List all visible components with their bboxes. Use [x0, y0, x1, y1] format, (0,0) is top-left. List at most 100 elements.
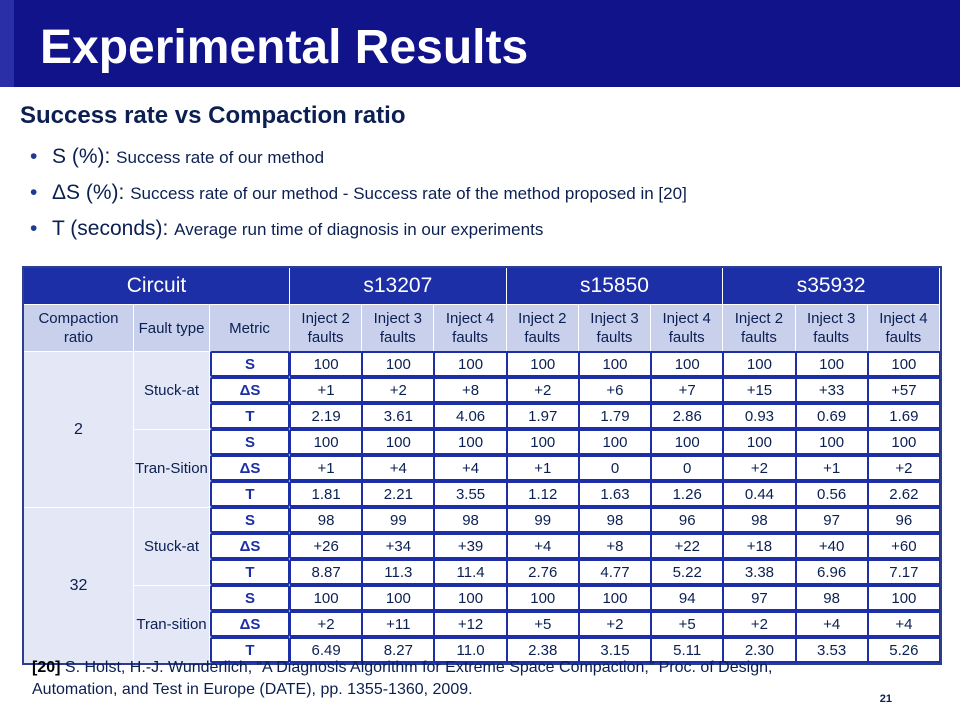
value-cell: 3.15 — [578, 637, 652, 663]
value-cell: 0.93 — [723, 403, 796, 429]
bullet-desc: Success rate of our method - Success rat… — [130, 184, 687, 203]
metric-cell: ΔS — [210, 611, 290, 637]
value-cell: +11 — [362, 611, 435, 637]
header-compaction-ratio: Compaction ratio — [24, 304, 134, 351]
value-cell: 4.06 — [434, 403, 507, 429]
bullet-term: T (seconds): — [52, 217, 175, 240]
metric-cell: ΔS — [210, 377, 290, 403]
table-row: ΔS +1 +4 +4 +1 0 0 +2 +1 +2 — [24, 455, 940, 481]
value-cell: 100 — [506, 351, 579, 377]
header-row-columns: Compaction ratio Fault type Metric Injec… — [24, 304, 940, 351]
value-cell: 2.19 — [290, 403, 363, 429]
value-cell: 98 — [578, 507, 652, 533]
table-row: T 8.87 11.3 11.4 2.76 4.77 5.22 3.38 6.96 7.17 — [24, 559, 940, 585]
results-table: Circuit s13207 s15850 s35932 Compaction … — [22, 266, 942, 665]
header-row-circuits: Circuit s13207 s15850 s35932 — [24, 268, 940, 304]
value-cell: 6.49 — [290, 637, 363, 663]
value-cell: +39 — [434, 533, 507, 559]
value-cell: 6.96 — [795, 559, 868, 585]
value-cell: 1.26 — [651, 481, 724, 507]
value-cell: 100 — [795, 351, 868, 377]
value-cell: 100 — [290, 585, 363, 611]
header-circuit-s15850: s15850 — [506, 268, 724, 304]
bullet-item: • S (%): Success rate of our method — [30, 145, 687, 181]
value-cell: 100 — [651, 351, 724, 377]
header-inject: Inject 4 faults — [651, 304, 724, 351]
value-cell: 97 — [723, 585, 796, 611]
value-cell: 99 — [362, 507, 435, 533]
value-cell: +4 — [434, 455, 507, 481]
value-cell: 98 — [290, 507, 363, 533]
value-cell: +2 — [362, 377, 435, 403]
value-cell: +4 — [795, 611, 868, 637]
bullet-item: • ΔS (%): Success rate of our method - S… — [30, 181, 687, 217]
value-cell: 4.77 — [578, 559, 652, 585]
header-inject: Inject 2 faults — [723, 304, 796, 351]
value-cell: 0.44 — [723, 481, 796, 507]
header-circuit-s35932: s35932 — [723, 268, 940, 304]
value-cell: 1.63 — [578, 481, 652, 507]
table-row: T 6.49 8.27 11.0 2.38 3.15 5.11 2.30 3.53 5.26 — [24, 637, 940, 663]
value-cell: +8 — [434, 377, 507, 403]
table-row: ΔS +1 +2 +8 +2 +6 +7 +15 +33 +57 — [24, 377, 940, 403]
value-cell: 100 — [723, 351, 796, 377]
bullet-dot-icon: • — [30, 181, 38, 204]
value-cell: 100 — [506, 429, 579, 455]
value-cell: +7 — [651, 377, 724, 403]
value-cell: 96 — [651, 507, 724, 533]
bullet-desc: Average run time of diagnosis in our exp… — [174, 220, 544, 239]
value-cell: +5 — [506, 611, 579, 637]
table-row: 32 Stuck-at S 98 99 98 99 98 96 98 97 96 — [24, 507, 940, 663]
value-cell: 2.62 — [867, 481, 940, 507]
header-inject: Inject 4 faults — [867, 304, 940, 351]
header-fault-type: Fault type — [134, 304, 210, 351]
value-cell: 1.12 — [506, 481, 579, 507]
value-cell: 2.38 — [506, 637, 579, 663]
header-circuit-s13207: s13207 — [290, 268, 507, 304]
value-cell: +2 — [723, 611, 796, 637]
bullet-item: • T (seconds): Average run time of diagn… — [30, 217, 687, 253]
value-cell: 2.86 — [651, 403, 724, 429]
value-cell: 2.76 — [506, 559, 579, 585]
value-cell: 94 — [651, 585, 724, 611]
value-cell: 100 — [795, 429, 868, 455]
value-cell: 100 — [578, 585, 652, 611]
value-cell: 5.22 — [651, 559, 724, 585]
value-cell: 99 — [506, 507, 579, 533]
value-cell: +2 — [578, 611, 652, 637]
header-inject: Inject 3 faults — [578, 304, 652, 351]
value-cell: +33 — [795, 377, 868, 403]
metric-cell: T — [210, 403, 290, 429]
bullet-term: ΔS (%): — [52, 181, 131, 204]
value-cell: 0.69 — [795, 403, 868, 429]
table-row: 2 Stuck-at S 100 100 100 100 100 100 100 100 100 — [24, 351, 940, 507]
title-bar-accent — [0, 0, 14, 87]
value-cell: 1.69 — [867, 403, 940, 429]
value-cell: 100 — [867, 351, 940, 377]
header-circuit: Circuit — [24, 268, 290, 304]
metric-cell: T — [210, 637, 290, 663]
slide-title: Experimental Results — [40, 21, 529, 74]
value-cell: 100 — [434, 429, 507, 455]
slide-subtitle: Success rate vs Compaction ratio — [20, 102, 406, 129]
value-cell: 100 — [651, 429, 724, 455]
metric-cell: S — [210, 507, 290, 533]
title-bar: Experimental Results — [0, 0, 960, 87]
value-cell: 1.81 — [290, 481, 363, 507]
value-cell: +26 — [290, 533, 363, 559]
value-cell: 3.55 — [434, 481, 507, 507]
compaction-ratio-cell: 32 — [24, 507, 134, 663]
results-table-body: 2 Stuck-at S 100 100 100 100 100 100 100 100 100 ΔS +… — [24, 351, 940, 663]
header-inject: Inject 3 faults — [362, 304, 435, 351]
metric-cell: T — [210, 559, 290, 585]
table-row: T 2.19 3.61 4.06 1.97 1.79 2.86 0.93 0.69 1.69 — [24, 403, 940, 429]
page-number: 21 — [879, 693, 892, 705]
value-cell: 8.27 — [362, 637, 435, 663]
value-cell: +57 — [867, 377, 940, 403]
value-cell: 3.38 — [723, 559, 796, 585]
value-cell: +1 — [506, 455, 579, 481]
footnote-ref: [20] — [32, 659, 61, 676]
bullet-term: S (%): — [52, 145, 117, 168]
table-row: Tran-Sition S 100 100 100 100 100 100 100 100 100 — [24, 429, 940, 507]
value-cell: +2 — [723, 455, 796, 481]
